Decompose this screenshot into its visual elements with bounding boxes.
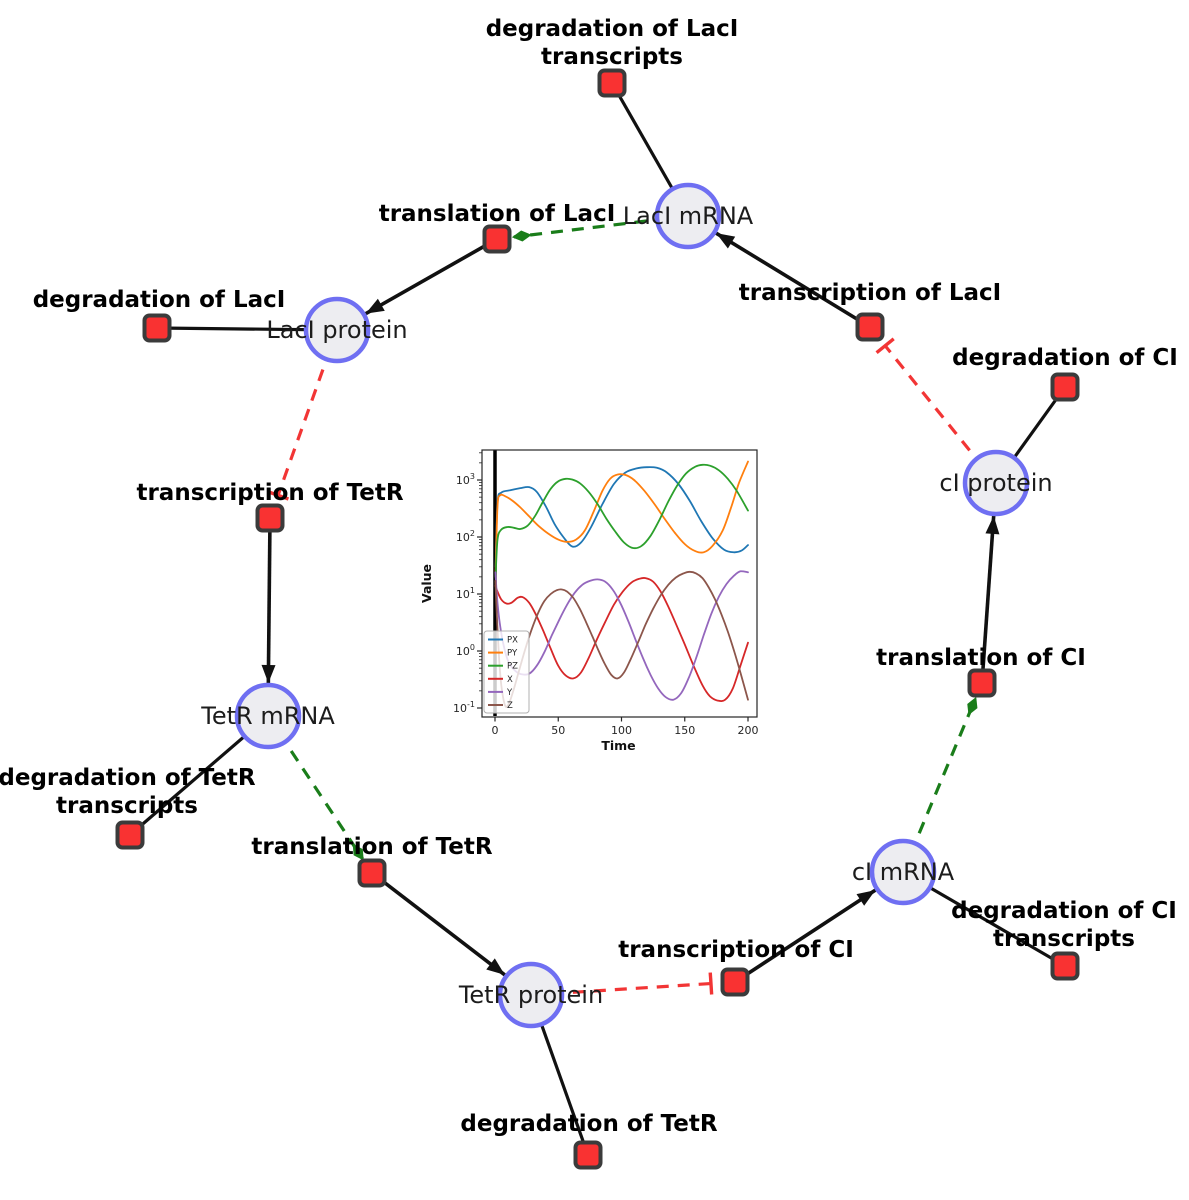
reaction-node-deg-tetr-transcripts — [115, 820, 145, 850]
species-label-tetr-mrna: TetR mRNA — [200, 702, 335, 730]
x-tick-label: 150 — [674, 724, 695, 737]
reaction-label-deg-ci: degradation of CI — [952, 345, 1178, 371]
reaction-node-transcription-laci — [855, 312, 885, 342]
x-tick-label: 0 — [492, 724, 499, 737]
species-node-ci-protein — [962, 449, 1030, 517]
reaction-node-transcription-tetr — [255, 503, 285, 533]
reaction-node-deg-ci — [1050, 372, 1080, 402]
reaction-label-deg-tetr: degradation of TetR — [460, 1111, 717, 1137]
y-tick-label: 103 — [456, 472, 475, 487]
series-curve-X — [494, 577, 749, 702]
y-axis-title: Value — [419, 564, 434, 603]
species-node-tetr-protein — [497, 961, 565, 1029]
reaction-node-deg-tetr — [573, 1140, 603, 1170]
plot-spines — [481, 449, 758, 718]
reaction-label-transcription-tetr: transcription of TetR — [136, 480, 403, 506]
species-label-laci-mrna: LacI mRNA — [623, 202, 754, 230]
legend-label-PX: PX — [507, 636, 518, 646]
reaction-label-deg-tetr-transcripts: degradation of TetR transcripts — [0, 765, 256, 819]
y-tick-label: 101 — [456, 586, 475, 601]
reaction-label-deg-ci-transcripts: degradation of CI transcripts — [951, 898, 1177, 952]
legend-label-Z: Z — [507, 701, 513, 711]
reaction-node-deg-laci-transcripts — [597, 68, 627, 98]
y-tick-label: 10-1 — [453, 700, 475, 715]
species-node-ci-mrna — [869, 838, 937, 906]
production-edge-transcription-laci-laci-mrna — [715, 231, 871, 329]
production-edge-translation-tetr-tetr-protein — [370, 871, 506, 977]
reaction-label-translation-ci: translation of CI — [876, 645, 1086, 671]
production-edge-transcription-ci-ci-mrna — [734, 888, 877, 984]
x-tick-label: 50 — [551, 724, 565, 737]
reaction-label-deg-laci-transcripts: degradation of LacI transcripts — [486, 16, 739, 70]
x-tick-label: 200 — [738, 724, 759, 737]
legend-label-X: X — [507, 675, 513, 685]
species-label-ci-mrna: cI mRNA — [852, 858, 955, 886]
legend-label-PY: PY — [507, 649, 518, 659]
reaction-label-transcription-ci: transcription of CI — [618, 937, 854, 963]
chart-axes: 0 50 100 150 200 Time 10-1 100 101 102 103 Value — [419, 452, 759, 753]
reaction-node-translation-laci — [482, 224, 512, 254]
species-node-tetr-mrna — [234, 682, 302, 750]
reaction-label-translation-laci: translation of LacI — [379, 201, 616, 227]
species-label-ci-protein: cI protein — [939, 469, 1052, 497]
reaction-node-transcription-ci — [720, 967, 750, 997]
series-curve-PX — [494, 466, 749, 568]
series-curve-PZ — [494, 463, 749, 578]
production-edge-transcription-tetr-tetr-mrna — [261, 517, 276, 684]
nodes-layer — [115, 68, 1080, 1170]
x-tick-label: 100 — [611, 724, 632, 737]
reaction-node-deg-ci-transcripts — [1050, 951, 1080, 981]
reaction-node-deg-laci — [142, 313, 172, 343]
reaction-node-translation-tetr — [357, 858, 387, 888]
x-axis-title: Time — [601, 738, 635, 753]
chart-legend: PX PY PZ XYZ — [483, 630, 530, 714]
y-tick-label: 102 — [456, 529, 475, 544]
reaction-label-transcription-laci: transcription of LacI — [739, 280, 1002, 306]
species-label-laci-protein: LacI protein — [266, 316, 407, 344]
legend-label-PZ: PZ — [507, 662, 518, 672]
labels-layer: degradation of LacI transcripts translatio… — [0, 16, 1178, 1137]
production-edge-translation-laci-laci-protein — [364, 237, 498, 316]
reaction-label-translation-tetr: translation of TetR — [251, 834, 492, 860]
species-label-tetr-protein: TetR protein — [458, 981, 603, 1009]
production-edge-translation-ci-ci-protein — [980, 515, 1000, 684]
y-tick-label: 100 — [456, 643, 475, 658]
series-curve-PY — [494, 460, 749, 573]
reaction-label-deg-laci: degradation of LacI — [33, 287, 286, 313]
species-node-laci-protein — [303, 296, 371, 364]
species-node-laci-mrna — [654, 182, 722, 250]
reaction-node-translation-ci — [967, 668, 997, 698]
legend-label-Y: Y — [506, 688, 513, 698]
